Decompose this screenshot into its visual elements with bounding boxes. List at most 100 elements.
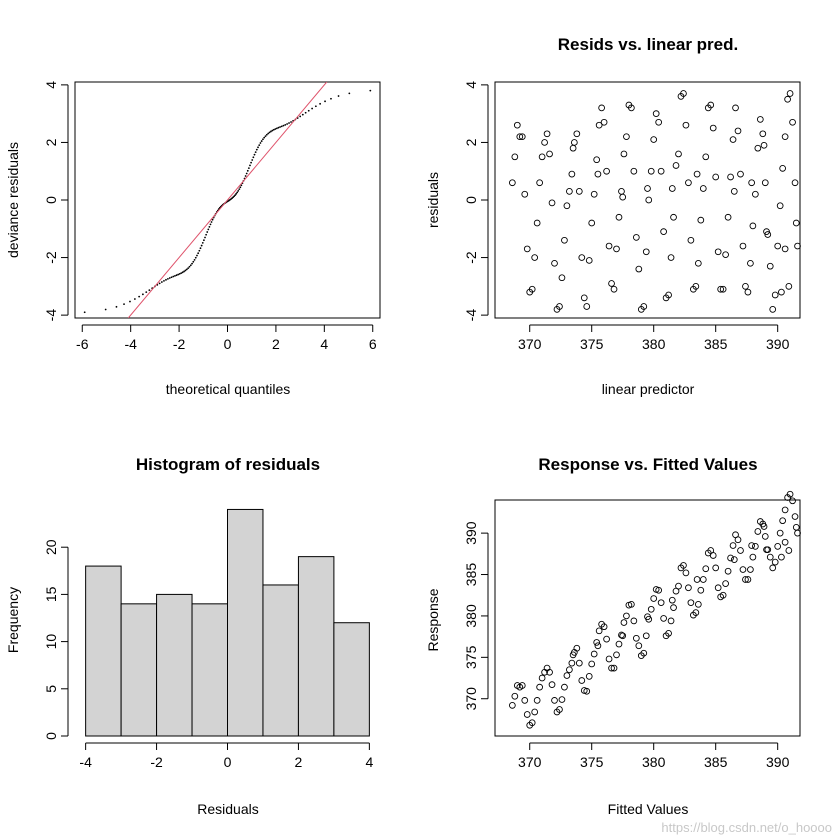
fitted-point	[650, 595, 658, 602]
resid-point	[573, 130, 581, 138]
qq-point	[268, 131, 271, 134]
fitted-point	[771, 558, 779, 566]
resid-point	[594, 170, 602, 178]
qq-point	[311, 107, 314, 110]
resid-point	[727, 173, 734, 181]
resid-point	[759, 130, 767, 138]
fitted-point	[792, 523, 800, 531]
qq-x-tick-label: 2	[272, 336, 280, 352]
fitted-point	[734, 536, 742, 544]
qq-point	[258, 144, 261, 147]
resid-point	[603, 167, 610, 175]
qq-point	[282, 124, 285, 127]
qq-point	[288, 122, 290, 124]
fitted-point	[680, 562, 687, 569]
qq-ylabel: deviance residuals	[5, 142, 21, 258]
resid-point	[655, 118, 663, 126]
resid-point	[781, 245, 789, 253]
fitted-point	[742, 576, 749, 583]
fitted-point	[546, 668, 553, 676]
resid-x-tick-label: 375	[580, 336, 604, 352]
qq-point	[183, 270, 185, 273]
resid-point	[580, 294, 588, 302]
fitted-point	[766, 553, 774, 561]
fitted-point	[640, 649, 648, 657]
resid-point	[670, 213, 677, 221]
resid-point	[748, 179, 755, 187]
qq-point	[168, 277, 171, 279]
resid-y-tick-label: 2	[463, 138, 479, 146]
resid-point	[600, 118, 608, 126]
fitted-point	[619, 632, 627, 640]
resid-point	[650, 136, 658, 143]
resid-point	[724, 213, 732, 221]
fitted-point	[748, 542, 755, 549]
resid-point	[792, 219, 800, 227]
qq-x-tick-label: -2	[173, 336, 186, 352]
resid-point	[509, 179, 516, 187]
resid-point	[615, 213, 623, 221]
qq-xlabel: theoretical quantiles	[166, 381, 291, 397]
resid-point	[709, 124, 717, 132]
fitted-point	[635, 642, 643, 650]
fitted-ylabel: Response	[425, 588, 441, 651]
resid-point	[657, 167, 665, 175]
hist-x-tick-label: 4	[365, 754, 373, 770]
fitted-point	[605, 655, 613, 663]
resid-point	[680, 90, 687, 97]
qq-point	[247, 167, 250, 170]
resid-point	[652, 110, 660, 118]
hist-x-tick-label: -2	[150, 754, 163, 770]
resid-point	[566, 188, 573, 195]
resid-point	[734, 127, 742, 135]
qq-point	[191, 262, 193, 265]
resid-point	[575, 188, 583, 195]
fitted-point	[778, 553, 785, 561]
qq-point	[181, 271, 184, 274]
resid-point	[543, 130, 551, 138]
resid-point	[791, 179, 799, 187]
resid-point	[761, 179, 769, 187]
qq-point	[246, 169, 249, 172]
qq-point	[271, 129, 274, 132]
resid-point	[719, 285, 727, 293]
resid-point	[717, 285, 725, 293]
resid-point	[583, 303, 591, 310]
fitted-point	[682, 569, 690, 577]
resid-point	[590, 190, 598, 198]
resid-point	[623, 133, 630, 141]
fitted-point	[536, 683, 543, 691]
qq-point	[203, 239, 205, 242]
qq-point	[209, 223, 212, 226]
qq-point	[236, 191, 239, 194]
qq-point	[83, 311, 86, 314]
resid-plot-axes: 370 375 380 385 390 -4 -2 0 2 4	[463, 81, 790, 352]
fitted-point	[523, 711, 531, 718]
resid-point	[699, 185, 707, 192]
fitted-point	[749, 553, 757, 561]
qq-y-tick-label: -4	[43, 309, 59, 322]
fitted-point	[569, 651, 577, 659]
fitted-point	[610, 664, 618, 672]
resid-point	[558, 274, 566, 282]
resid-point	[752, 190, 759, 198]
qq-point	[259, 142, 262, 144]
qq-point	[272, 128, 275, 131]
resid-point	[771, 291, 779, 299]
qq-point	[270, 130, 272, 133]
fitted-point	[709, 552, 717, 559]
fitted-point	[781, 538, 789, 546]
resid-point	[730, 188, 738, 195]
qq-plot-marks	[83, 82, 372, 318]
fitted-point	[556, 706, 563, 713]
fitted-point	[754, 528, 762, 535]
fitted-point	[533, 697, 541, 704]
qq-x-tick-label: -6	[76, 336, 89, 352]
fitted-plot-frame	[494, 499, 801, 737]
resid-point	[556, 303, 563, 310]
fitted-point	[618, 631, 625, 639]
resid-point	[766, 262, 774, 270]
qq-point	[267, 132, 270, 135]
